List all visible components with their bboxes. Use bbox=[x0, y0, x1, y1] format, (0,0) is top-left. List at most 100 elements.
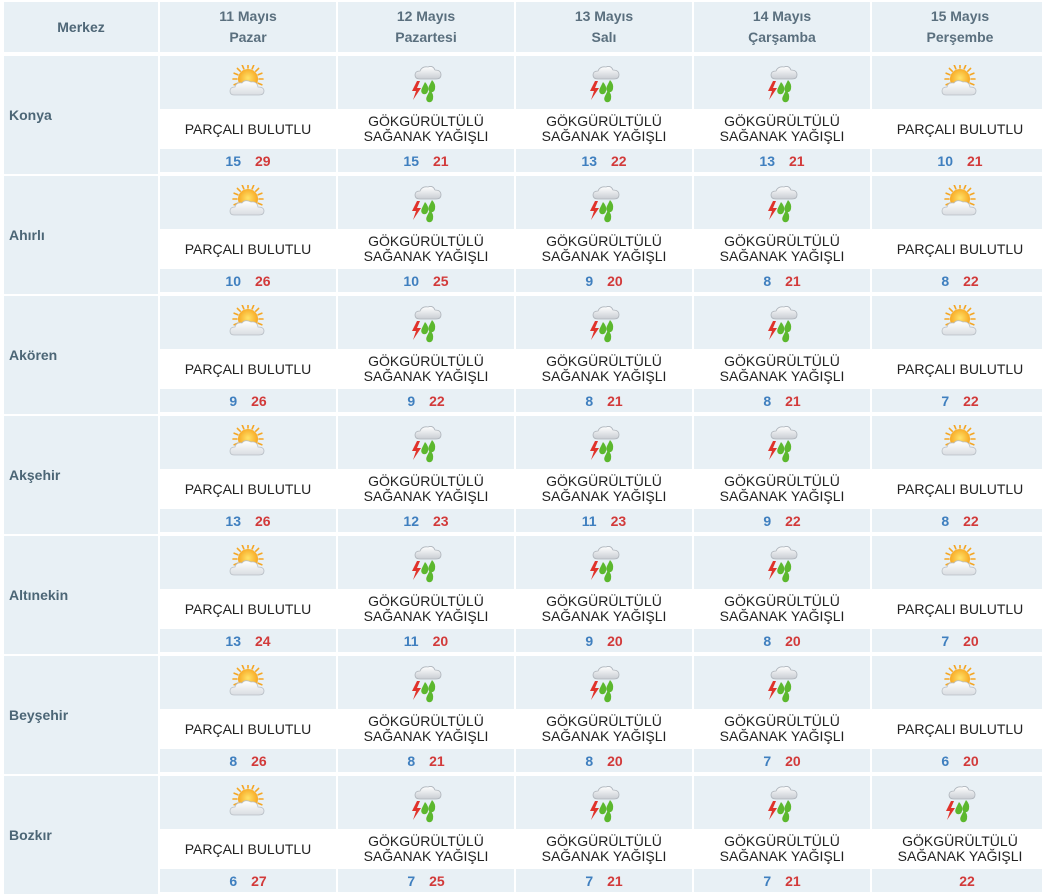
temperature-row: 13 26 bbox=[160, 509, 336, 532]
temp-max: 26 bbox=[255, 512, 271, 529]
temperature-row: 9 20 bbox=[516, 629, 692, 652]
condition-line-1: GÖKGÜRÜLTÜLÜ bbox=[546, 593, 662, 609]
condition-line-1: PARÇALI BULUTLU bbox=[896, 120, 1024, 137]
city-name: Ahırlı bbox=[9, 227, 45, 243]
temp-min: 8 bbox=[407, 752, 416, 769]
temperature-row: 8 20 bbox=[694, 629, 870, 652]
forecast-cell: GÖKGÜRÜLTÜLÜ SAĞANAK YAĞIŞLI 11 23 bbox=[516, 414, 692, 532]
weather-icon-row bbox=[338, 296, 514, 349]
temp-max: 26 bbox=[251, 752, 267, 769]
condition-line-2: SAĞANAK YAĞIŞLI bbox=[363, 608, 489, 624]
city-name-cell: Akşehir bbox=[4, 416, 158, 534]
temp-min: 9 bbox=[229, 392, 238, 409]
temp-max: 20 bbox=[432, 632, 449, 649]
forecast-cell: GÖKGÜRÜLTÜLÜ SAĞANAK YAĞIŞLI 7 21 bbox=[694, 774, 870, 892]
city-column: Konya bbox=[4, 54, 158, 174]
temperature-row: 9 26 bbox=[160, 389, 336, 412]
condition-text: GÖKGÜRÜLTÜLÜ SAĞANAK YAĞIŞLI bbox=[694, 229, 870, 269]
weather-icon-row bbox=[160, 776, 336, 829]
temp-min: 8 bbox=[941, 512, 950, 529]
temp-max: 26 bbox=[251, 392, 267, 409]
condition-lines: GÖKGÜRÜLTÜLÜ SAĞANAK YAĞIŞLI bbox=[364, 594, 489, 624]
condition-line-2: SAĞANAK YAĞIŞLI bbox=[719, 848, 845, 864]
condition-lines: PARÇALI BULUTLU bbox=[185, 121, 312, 137]
temperature-row: 8 21 bbox=[694, 269, 870, 292]
condition-line-1: GÖKGÜRÜLTÜLÜ bbox=[368, 353, 484, 369]
temp-max: 21 bbox=[433, 152, 449, 169]
weather-icon-row bbox=[872, 176, 1042, 229]
temp-min: 6 bbox=[229, 872, 238, 889]
forecast-cell: GÖKGÜRÜLTÜLÜ SAĞANAK YAĞIŞLI 13 22 bbox=[516, 54, 692, 172]
temperature-row: 6 20 bbox=[872, 749, 1042, 772]
condition-lines: PARÇALI BULUTLU bbox=[185, 241, 312, 257]
temperature-row: 13 21 bbox=[694, 149, 870, 172]
temp-min: 7 bbox=[585, 872, 594, 889]
weather-icon-row bbox=[160, 56, 336, 109]
forecast-cell: PARÇALI BULUTLU 15 29 bbox=[160, 54, 336, 172]
weather-icon-row bbox=[338, 176, 514, 229]
city-name-cell: Bozkır bbox=[4, 776, 158, 894]
thunderstorm-rain-icon bbox=[768, 545, 798, 582]
condition-line-1: GÖKGÜRÜLTÜLÜ bbox=[546, 353, 662, 369]
temp-min: 13 bbox=[759, 152, 775, 169]
city-name: Beyşehir bbox=[9, 707, 69, 723]
header-merkez-label: Merkez bbox=[57, 18, 105, 35]
temperature-row: 9 20 bbox=[516, 269, 692, 292]
temp-max: 23 bbox=[610, 512, 627, 529]
condition-line-2: SAĞANAK YAĞIŞLI bbox=[541, 488, 667, 504]
weather-icon-row bbox=[694, 176, 870, 229]
forecast-cell: GÖKGÜRÜLTÜLÜ SAĞANAK YAĞIŞLI 7 25 bbox=[338, 774, 514, 892]
condition-lines: PARÇALI BULUTLU bbox=[897, 481, 1024, 497]
condition-line-1: GÖKGÜRÜLTÜLÜ bbox=[546, 713, 662, 729]
condition-lines: GÖKGÜRÜLTÜLÜ SAĞANAK YAĞIŞLI bbox=[542, 234, 667, 264]
condition-line-1: GÖKGÜRÜLTÜLÜ bbox=[724, 593, 840, 609]
forecast-cell: GÖKGÜRÜLTÜLÜ SAĞANAK YAĞIŞLI 11 20 bbox=[338, 534, 514, 652]
header-date: 13 Mayıs bbox=[574, 8, 634, 24]
condition-line-1: PARÇALI BULUTLU bbox=[184, 720, 312, 737]
temp-min: 8 bbox=[585, 752, 594, 769]
temp-min: 8 bbox=[585, 392, 594, 409]
forecast-cell: GÖKGÜRÜLTÜLÜ SAĞANAK YAĞIŞLI 22 bbox=[872, 774, 1042, 892]
condition-line-2: SAĞANAK YAĞIŞLI bbox=[719, 128, 845, 144]
condition-line-2: SAĞANAK YAĞIŞLI bbox=[363, 368, 489, 384]
condition-line-1: PARÇALI BULUTLU bbox=[184, 840, 312, 857]
condition-lines: GÖKGÜRÜLTÜLÜ SAĞANAK YAĞIŞLI bbox=[542, 714, 667, 744]
condition-lines: GÖKGÜRÜLTÜLÜ SAĞANAK YAĞIŞLI bbox=[542, 834, 667, 864]
temperature-row: 10 26 bbox=[160, 269, 336, 292]
condition-lines: GÖKGÜRÜLTÜLÜ SAĞANAK YAĞIŞLI bbox=[542, 594, 667, 624]
condition-text: PARÇALI BULUTLU bbox=[160, 229, 336, 269]
condition-line-1: PARÇALI BULUTLU bbox=[184, 600, 312, 617]
header-weekday: Salı bbox=[591, 29, 617, 45]
forecast-cell: GÖKGÜRÜLTÜLÜ SAĞANAK YAĞIŞLI 10 25 bbox=[338, 174, 514, 292]
condition-text: GÖKGÜRÜLTÜLÜ SAĞANAK YAĞIŞLI bbox=[338, 109, 514, 149]
partly-cloudy-icon bbox=[229, 544, 265, 575]
forecast-cell: GÖKGÜRÜLTÜLÜ SAĞANAK YAĞIŞLI 8 21 bbox=[338, 654, 514, 772]
forecast-cell: GÖKGÜRÜLTÜLÜ SAĞANAK YAĞIŞLI 7 21 bbox=[516, 774, 692, 892]
condition-text: GÖKGÜRÜLTÜLÜ SAĞANAK YAĞIŞLI bbox=[338, 229, 514, 269]
temperature-row: 11 23 bbox=[516, 509, 692, 532]
condition-line-1: GÖKGÜRÜLTÜLÜ bbox=[368, 593, 484, 609]
condition-text: PARÇALI BULUTLU bbox=[160, 589, 336, 629]
temp-min: 8 bbox=[941, 272, 950, 289]
temp-min: 7 bbox=[941, 632, 950, 649]
city-name: Akören bbox=[9, 347, 58, 363]
temp-min: 8 bbox=[229, 752, 238, 769]
temp-min: 13 bbox=[225, 512, 241, 529]
thunderstorm-rain-icon bbox=[768, 425, 798, 462]
city-column: Beyşehir bbox=[4, 654, 158, 774]
temp-min: 8 bbox=[763, 392, 772, 409]
temp-max: 26 bbox=[255, 272, 271, 289]
header-weekday: Çarşamba bbox=[748, 29, 816, 45]
condition-text: PARÇALI BULUTLU bbox=[872, 229, 1042, 269]
weather-icon-row bbox=[694, 56, 870, 109]
condition-lines: GÖKGÜRÜLTÜLÜ SAĞANAK YAĞIŞLI bbox=[364, 114, 489, 144]
temperature-row: 8 21 bbox=[338, 749, 514, 772]
condition-line-1: PARÇALI BULUTLU bbox=[184, 360, 312, 377]
temp-max: 25 bbox=[429, 872, 445, 889]
forecast-cell: PARÇALI BULUTLU 7 20 bbox=[872, 534, 1042, 652]
thunderstorm-rain-icon bbox=[590, 305, 620, 342]
condition-line-1: PARÇALI BULUTLU bbox=[896, 240, 1024, 257]
condition-text: PARÇALI BULUTLU bbox=[160, 349, 336, 389]
condition-lines: PARÇALI BULUTLU bbox=[896, 240, 1024, 257]
temp-max: 21 bbox=[967, 152, 983, 169]
